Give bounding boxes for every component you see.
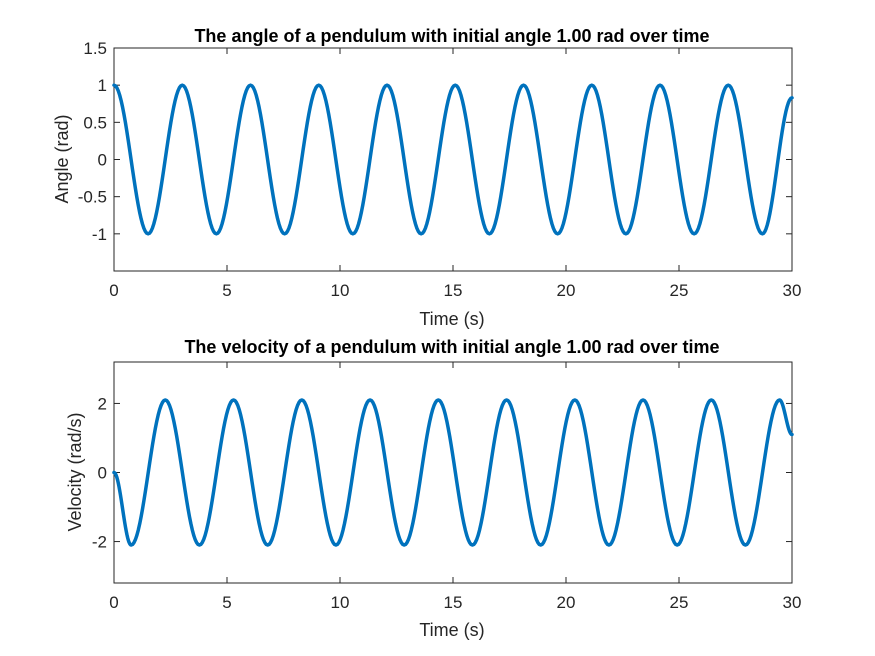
- x-tick-label: 10: [331, 593, 350, 612]
- x-tick-label: 5: [222, 593, 231, 612]
- plot-area: 0 5 10 15 20 25 30 -2 0 2: [92, 361, 802, 612]
- y-tick-label: -1: [92, 225, 107, 244]
- plot-area: 0 5 10 15 20 25 30 -1 -0.5 0 0.5 1 1.5: [78, 39, 802, 300]
- x-axis-label: Time (s): [419, 620, 484, 640]
- plot-title: The velocity of a pendulum with initial …: [184, 337, 719, 357]
- y-tick-label: 0.5: [83, 113, 107, 132]
- x-tick-label: 15: [444, 593, 463, 612]
- y-tick-label: -2: [92, 533, 107, 552]
- plot-angle: The angle of a pendulum with initial ang…: [52, 26, 801, 329]
- y-tick-label: 1.5: [83, 39, 107, 58]
- x-tick-label: 20: [557, 593, 576, 612]
- series-line: [112, 83, 794, 236]
- y-tick-label: -0.5: [78, 188, 107, 207]
- y-tick-label: 1: [98, 76, 107, 95]
- y-axis-label: Angle (rad): [52, 114, 72, 203]
- x-tick-label: 0: [109, 281, 118, 300]
- x-tick-label: 10: [331, 281, 350, 300]
- y-tick-label: 0: [98, 464, 107, 483]
- plot-velocity: The velocity of a pendulum with initial …: [65, 337, 801, 640]
- x-tick-label: 30: [783, 593, 802, 612]
- y-axis-label: Velocity (rad/s): [65, 412, 85, 531]
- x-tick-label: 25: [670, 281, 689, 300]
- x-tick-label: 30: [783, 281, 802, 300]
- y-tick-label: 0: [98, 151, 107, 170]
- y-tick-label: 2: [98, 394, 107, 413]
- x-tick-label: 15: [444, 281, 463, 300]
- x-tick-label: 0: [109, 593, 118, 612]
- x-axis-label: Time (s): [419, 309, 484, 329]
- x-tick-label: 20: [557, 281, 576, 300]
- plot-title: The angle of a pendulum with initial ang…: [194, 26, 709, 46]
- series-line: [112, 398, 794, 547]
- x-tick-label: 25: [670, 593, 689, 612]
- x-tick-label: 5: [222, 281, 231, 300]
